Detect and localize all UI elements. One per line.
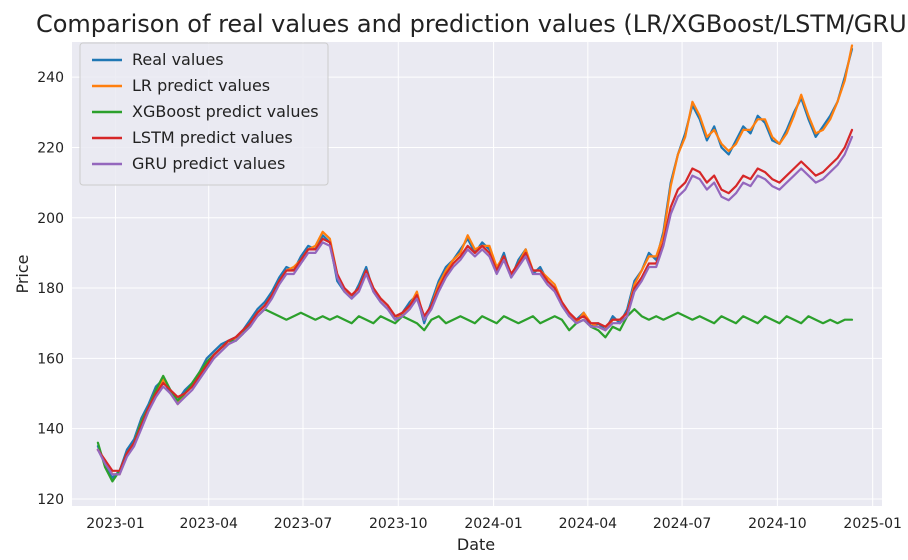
y-tick-label: 220 — [37, 140, 64, 156]
legend-label-1: LR predict values — [132, 76, 270, 95]
legend-box — [79, 42, 329, 186]
x-tick-label: 2023-01 — [86, 516, 145, 532]
x-tick-label: 2024-10 — [748, 516, 807, 532]
y-axis-label: Price — [13, 254, 32, 293]
legend-label-3: LSTM predict values — [132, 128, 293, 147]
legend-label-4: GRU predict values — [132, 154, 285, 173]
y-tick-label: 240 — [37, 70, 64, 86]
x-tick-label: 2025-01 — [843, 516, 902, 532]
series-line-3 — [96, 128, 854, 472]
x-axis-ticks: 2023-01 2023-04 2023-07 2023-10 2024-01 2024-… — [86, 516, 902, 532]
legend-label-0: Real values — [132, 50, 224, 69]
y-tick-label: 140 — [37, 422, 64, 438]
y-tick-label: 120 — [37, 492, 64, 508]
x-tick-label: 2023-04 — [179, 516, 238, 532]
legend-label-2: XGBoost predict values — [132, 102, 319, 121]
x-tick-label: 2024-01 — [464, 516, 523, 532]
y-tick-label: 200 — [37, 211, 64, 227]
legend: Real values LR predict values XGBoost pred… — [79, 42, 329, 186]
x-axis-label: Date — [457, 535, 495, 554]
x-tick-label: 2023-10 — [369, 516, 428, 532]
x-tick-label: 2024-04 — [559, 516, 618, 532]
y-axis-ticks: 120 140 160 180 200 220 240 — [37, 70, 64, 508]
y-tick-label: 160 — [37, 351, 64, 367]
chart-title: Comparison of real values and prediction… — [36, 10, 908, 38]
y-tick-label: 180 — [37, 281, 64, 297]
x-tick-label: 2023-07 — [274, 516, 333, 532]
series-line-4 — [96, 135, 854, 476]
series-lines — [96, 44, 854, 483]
x-tick-label: 2024-07 — [653, 516, 712, 532]
